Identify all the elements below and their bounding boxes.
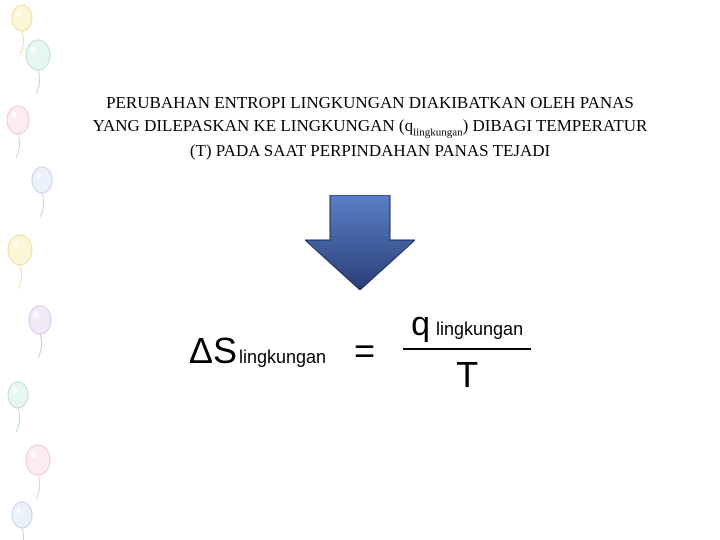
text-line2-subscript: lingkungan: [413, 126, 463, 138]
formula-q: q: [411, 305, 430, 344]
text-line2a: YANG DILEPASKAN KE LINGKUNGAN (q: [93, 116, 413, 135]
entropy-formula: ΔSlingkungan = q lingkungan T: [0, 305, 720, 396]
formula-S: S: [213, 330, 237, 372]
formula-numerator: q lingkungan: [403, 305, 531, 348]
formula-equals: =: [354, 330, 375, 372]
slide-body-text: PERUBAHAN ENTROPI LINGKUNGAN DIAKIBATKAN…: [60, 92, 680, 163]
formula-S-subscript: lingkungan: [239, 347, 326, 368]
down-arrow-icon: [305, 195, 415, 290]
down-arrow-container: [0, 195, 720, 290]
formula-delta: Δ: [189, 330, 213, 372]
formula-q-subscript: lingkungan: [436, 319, 523, 340]
text-line3: (T) PADA SAAT PERPINDAHAN PANAS TEJADI: [190, 141, 550, 160]
formula-fraction: q lingkungan T: [403, 305, 531, 396]
formula-lhs: ΔSlingkungan: [189, 330, 326, 372]
text-line2b: ) DIBAGI TEMPERATUR: [463, 116, 648, 135]
text-line1: PERUBAHAN ENTROPI LINGKUNGAN DIAKIBATKAN…: [106, 93, 634, 112]
formula-denominator: T: [456, 350, 478, 396]
